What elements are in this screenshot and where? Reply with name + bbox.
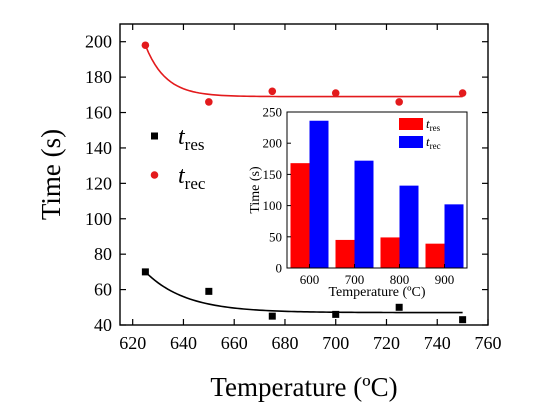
bar-rec: [354, 160, 374, 268]
main-y-tick-label: 80: [94, 244, 112, 264]
main-y-tick-label: 160: [85, 103, 112, 123]
legend-marker-res: [151, 132, 158, 140]
main-x-tick-label: 720: [373, 333, 400, 353]
main-chart: 620 640 660 680 700 720 740 760 40 60 80 100 120 140 1…: [36, 23, 502, 402]
inset-bars: [290, 120, 464, 269]
main-legend: tres trec: [150, 124, 206, 193]
point-rec: [395, 98, 403, 106]
inset-x-tick-label: 700: [345, 272, 365, 287]
point-res: [459, 316, 467, 324]
main-x-tick-label: 740: [424, 333, 451, 353]
inset-y-axis-label: Time (s): [248, 166, 263, 214]
inset-x-tick-label: 600: [300, 272, 320, 287]
inset-y-tick-label: 250: [263, 105, 283, 120]
inset-plot-frame: [286, 111, 468, 269]
point-rec: [205, 98, 213, 106]
inset-x-tick-label: 900: [435, 272, 455, 287]
main-x-tick-label: 620: [119, 333, 146, 353]
main-x-axis-label: Temperature (ºC): [210, 372, 397, 402]
main-x-tick-label: 640: [170, 333, 197, 353]
main-y-tick-label: 120: [85, 173, 112, 193]
inset-y-tick-label: 100: [263, 198, 283, 213]
point-rec: [331, 89, 340, 97]
main-fit-curves: [144, 44, 463, 314]
point-res: [205, 287, 213, 295]
inset-legend-swatch-res: [399, 118, 423, 130]
main-y-tick-label: 60: [94, 280, 112, 300]
point-rec: [458, 89, 467, 97]
main-data-points: [141, 41, 467, 324]
bar-res: [335, 239, 355, 268]
inset-ticks: 600 700 800 900 0 50 100 150 200 250: [263, 105, 455, 288]
inset-legend-label-res: tres: [426, 116, 441, 133]
main-y-tick-label: 200: [85, 32, 112, 52]
point-rec: [268, 87, 277, 96]
inset-x-axis-label: Temperature (ºC): [328, 285, 425, 300]
main-plot-frame: [119, 23, 489, 326]
main-x-tick-label: 680: [271, 333, 298, 353]
main-x-tick-label: 760: [475, 333, 502, 353]
inset-legend-swatch-rec: [399, 136, 423, 148]
legend-label-res: tres: [178, 124, 205, 154]
bar-res: [380, 237, 400, 268]
main-x-tick-label: 700: [322, 333, 349, 353]
main-ticks: 620 640 660 680 700 720 740 760 40 60 80 100 120 140 1…: [85, 24, 502, 353]
fit-curve-rec: [144, 44, 463, 98]
main-y-tick-label: 180: [85, 67, 112, 87]
point-res: [268, 312, 276, 320]
bar-rec: [399, 185, 419, 268]
main-y-tick-label: 100: [85, 209, 112, 229]
fit-curve-res: [144, 271, 463, 314]
inset-legend-label-rec: trec: [426, 134, 441, 151]
inset-y-tick-label: 200: [263, 136, 283, 151]
point-res: [332, 310, 340, 318]
bar-rec: [309, 120, 329, 269]
main-x-tick-label: 660: [221, 333, 248, 353]
inset-y-tick-label: 0: [276, 261, 283, 276]
main-y-axis-label: Time (s): [36, 129, 66, 220]
main-y-tick-label: 40: [94, 315, 112, 335]
bar-rec: [444, 204, 464, 268]
point-res: [395, 303, 403, 311]
legend-label-rec: trec: [178, 163, 206, 193]
point-res: [141, 268, 149, 276]
bar-res: [425, 243, 445, 268]
inset-y-tick-label: 50: [269, 229, 282, 244]
point-rec: [141, 41, 150, 50]
inset-x-tick-label: 800: [390, 272, 410, 287]
main-y-tick-label: 140: [85, 138, 112, 158]
inset-y-tick-label: 150: [263, 167, 283, 182]
legend-marker-rec: [150, 171, 159, 179]
bar-res: [290, 163, 310, 268]
